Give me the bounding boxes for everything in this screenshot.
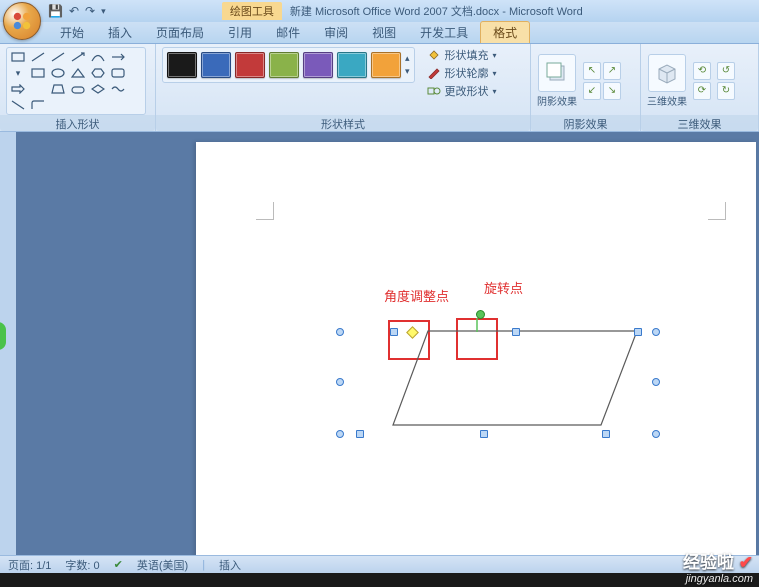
rotate-handle[interactable]: [476, 310, 485, 319]
3d-tilt-col2[interactable]: ↺↻: [717, 62, 735, 100]
style-swatch[interactable]: [303, 52, 333, 78]
group-insert-shapes: ▾ 插入形状: [0, 44, 156, 131]
shadow-effect-button[interactable]: [538, 54, 576, 92]
shadow-nudge-grid[interactable]: ↖↗ ↙↘: [583, 62, 621, 100]
margin-corner-icon: [708, 202, 726, 220]
parallelogram-shape[interactable]: [392, 330, 638, 426]
tab-insert[interactable]: 插入: [96, 22, 144, 43]
tab-mailings[interactable]: 邮件: [264, 22, 312, 43]
page-canvas[interactable]: 角度调整点 旋转点: [196, 142, 756, 555]
selection-handle[interactable]: [512, 328, 520, 336]
selected-shape[interactable]: 角度调整点 旋转点: [356, 322, 676, 452]
change-shape-button[interactable]: 更改形状 ▾: [427, 83, 497, 99]
status-language[interactable]: 英语(美国): [137, 557, 188, 573]
tab-format[interactable]: 格式: [480, 21, 530, 43]
shape-fill-button[interactable]: 形状填充 ▾: [427, 47, 497, 63]
tab-home[interactable]: 开始: [48, 22, 96, 43]
ribbon-tabs: 开始 插入 页面布局 引用 邮件 审阅 视图 开发工具 格式: [0, 22, 759, 44]
selection-handle[interactable]: [602, 430, 610, 438]
quick-access-toolbar: 💾 ↶ ↷ ▾: [48, 4, 106, 18]
selection-handle[interactable]: [336, 430, 344, 438]
style-swatch[interactable]: [201, 52, 231, 78]
context-tab-label: 绘图工具: [222, 2, 282, 20]
save-icon[interactable]: 💾: [48, 4, 63, 18]
annotation-adjust-label: 角度调整点: [384, 286, 449, 305]
style-swatch[interactable]: [337, 52, 367, 78]
tab-developer[interactable]: 开发工具: [408, 22, 480, 43]
tab-view[interactable]: 视图: [360, 22, 408, 43]
group-label-shape-styles: 形状样式: [156, 115, 530, 131]
3d-effect-button[interactable]: [648, 54, 686, 92]
selection-handle[interactable]: [390, 328, 398, 336]
selection-handle[interactable]: [336, 328, 344, 336]
paint-bucket-icon: [427, 49, 441, 61]
3d-tilt-col1[interactable]: ⟲⟳: [693, 62, 711, 100]
proofing-icon[interactable]: ✔: [114, 558, 123, 571]
selection-handle[interactable]: [652, 430, 660, 438]
shape-outline-button[interactable]: 形状轮廓 ▾: [427, 65, 497, 81]
selection-handle[interactable]: [480, 430, 488, 438]
gallery-scroll-icon[interactable]: ▴▾: [405, 53, 410, 77]
selection-handle[interactable]: [634, 328, 642, 336]
status-page[interactable]: 页面: 1/1: [8, 557, 51, 573]
shapes-gallery[interactable]: ▾: [6, 47, 146, 115]
status-words[interactable]: 字数: 0: [65, 557, 99, 573]
gallery-more-icon[interactable]: ▾: [9, 66, 27, 80]
group-label-3d: 三维效果: [641, 115, 758, 131]
office-button[interactable]: [3, 2, 41, 40]
tab-review[interactable]: 审阅: [312, 22, 360, 43]
redo-icon[interactable]: ↷: [85, 4, 95, 18]
group-3d: 三维效果 ⟲⟳ ↺↻ 三维效果: [641, 44, 759, 131]
title-bar: 💾 ↶ ↷ ▾ 绘图工具 新建 Microsoft Office Word 20…: [0, 0, 759, 22]
style-swatch[interactable]: [235, 52, 265, 78]
selection-handle[interactable]: [652, 328, 660, 336]
group-label-insert-shapes: 插入形状: [0, 115, 155, 131]
tab-references[interactable]: 引用: [216, 22, 264, 43]
change-shape-icon: [427, 85, 441, 97]
pen-icon: [427, 67, 441, 79]
style-gallery[interactable]: ▴▾: [162, 47, 415, 83]
margin-corner-icon: [256, 202, 274, 220]
status-bar: 页面: 1/1 字数: 0 ✔ 英语(美国) | 插入: [0, 555, 759, 573]
tab-layout[interactable]: 页面布局: [144, 22, 216, 43]
group-shadow: 阴影效果 ↖↗ ↙↘ 阴影效果: [531, 44, 641, 131]
style-swatch[interactable]: [371, 52, 401, 78]
group-label-shadow: 阴影效果: [531, 115, 640, 131]
ribbon: ▾ 插入形状: [0, 44, 759, 132]
undo-icon[interactable]: ↶: [69, 4, 79, 18]
selection-handle[interactable]: [336, 378, 344, 386]
style-swatch[interactable]: [167, 52, 197, 78]
selection-handle[interactable]: [652, 378, 660, 386]
group-shape-styles: ▴▾ 形状填充 ▾ 形状轮廓 ▾ 更改形状 ▾ 形状样式: [156, 44, 531, 131]
status-mode[interactable]: 插入: [219, 557, 241, 573]
style-swatch[interactable]: [269, 52, 299, 78]
window-title: 新建 Microsoft Office Word 2007 文档.docx - …: [290, 3, 583, 19]
document-area: 角度调整点 旋转点: [0, 132, 759, 555]
annotation-rotate-label: 旋转点: [484, 278, 523, 297]
watermark: 经验啦 ✔ jingyanla.com: [683, 554, 753, 585]
selection-handle[interactable]: [356, 430, 364, 438]
